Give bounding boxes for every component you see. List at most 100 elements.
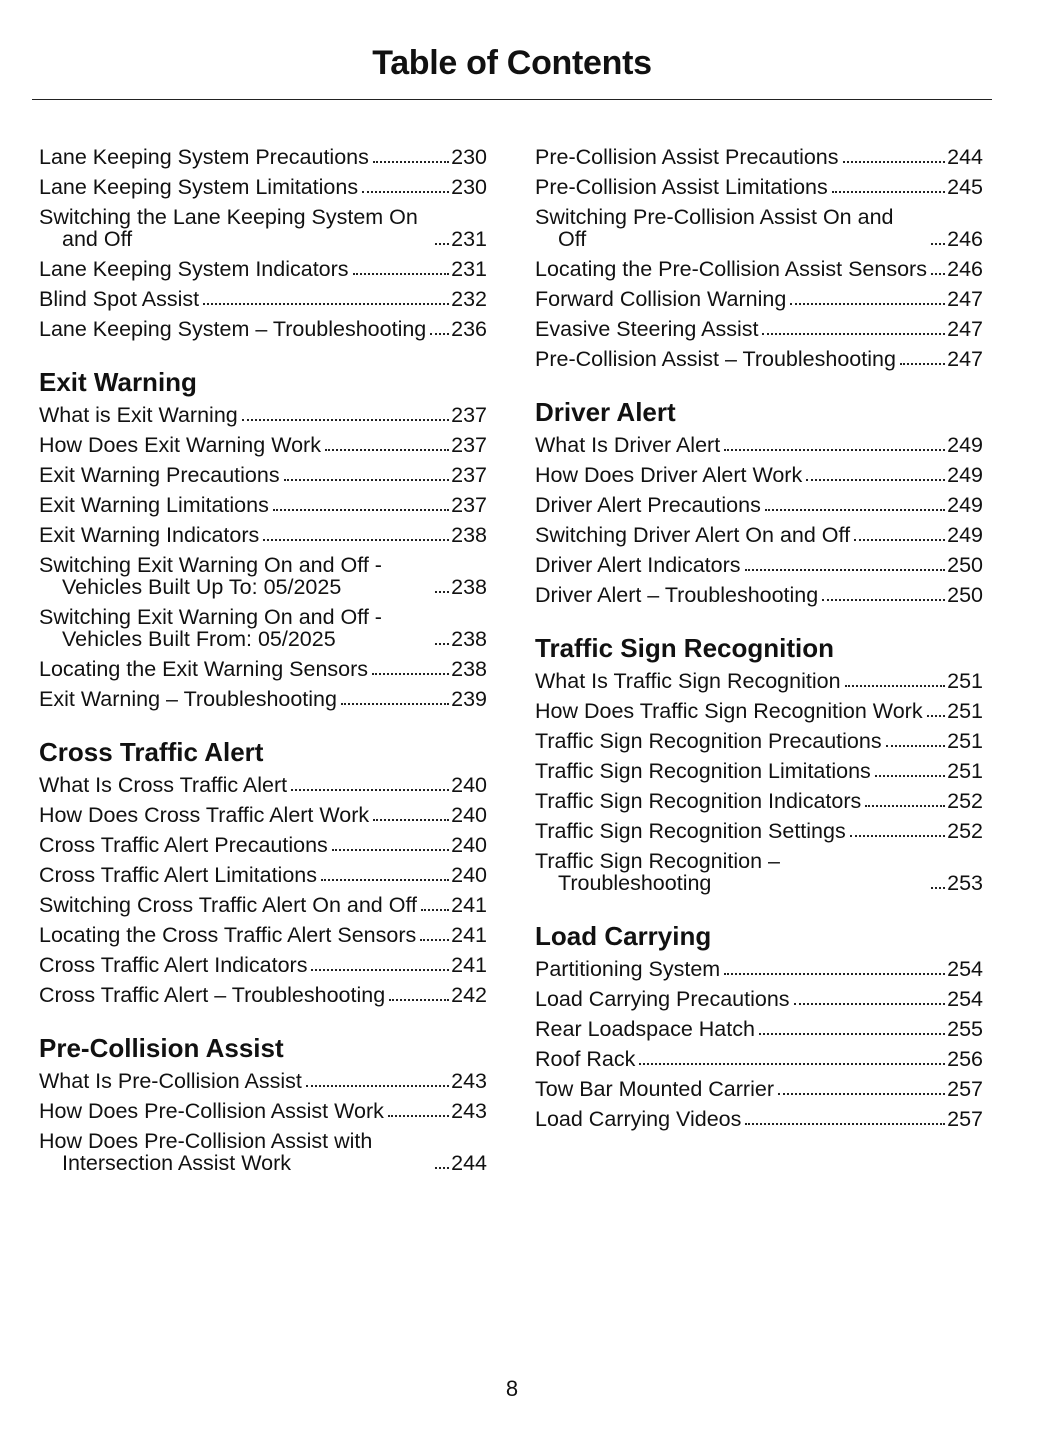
toc-entry-page: 241	[451, 893, 487, 917]
toc-entry-title: Traffic Sign Recognition Precautions	[535, 729, 882, 753]
toc-entry[interactable]: Switching Exit Warning On and Off - Vehi…	[39, 554, 487, 598]
toc-entry-page: 238	[451, 657, 487, 681]
toc-entry-page: 249	[947, 433, 983, 457]
toc-entry-page: 251	[947, 759, 983, 783]
dot-leader	[806, 479, 946, 481]
toc-entry-title: Blind Spot Assist	[39, 287, 200, 311]
toc-entry-page: 238	[451, 575, 487, 599]
dot-leader	[435, 243, 450, 245]
toc-entry-page: 245	[947, 175, 983, 199]
toc-entry[interactable]: Traffic Sign Recognition Limitations 251	[535, 760, 983, 782]
toc-entry[interactable]: What Is Traffic Sign Recognition 251	[535, 670, 983, 692]
toc-entry-title: Driver Alert Indicators	[535, 553, 741, 577]
toc-entry[interactable]: Traffic Sign Recognition – Troubleshooti…	[535, 850, 983, 894]
toc-entry[interactable]: Load Carrying Precautions 254	[535, 988, 983, 1010]
toc-entry-title: Cross Traffic Alert Limitations	[39, 863, 317, 887]
dot-leader	[899, 363, 946, 365]
toc-entry[interactable]: How Does Pre-Collision Assist with Inter…	[39, 1130, 487, 1174]
toc-entry[interactable]: Switching Pre-Collision Assist On and Of…	[535, 206, 983, 250]
toc-entry-title: Forward Collision Warning	[535, 287, 787, 311]
toc-entry[interactable]: What Is Cross Traffic Alert 240	[39, 774, 487, 796]
toc-entry[interactable]: How Does Pre-Collision Assist Work 243	[39, 1100, 487, 1122]
toc-entry[interactable]: Partitioning System 254	[535, 958, 983, 980]
toc-entry[interactable]: Tow Bar Mounted Carrier 257	[535, 1078, 983, 1100]
toc-entry[interactable]: Pre-Collision Assist Limitations 245	[535, 176, 983, 198]
toc-entry[interactable]: Roof Rack 256	[535, 1048, 983, 1070]
toc-entry[interactable]: Evasive Steering Assist 247	[535, 318, 983, 340]
toc-entry[interactable]: Switching Driver Alert On and Off 249	[535, 524, 983, 546]
toc-entry-page: 240	[451, 773, 487, 797]
toc-entry-page: 246	[947, 257, 983, 281]
toc-entry[interactable]: Exit Warning Precautions 237	[39, 464, 487, 486]
section-heading: Exit Warning	[39, 367, 197, 397]
dot-leader	[291, 789, 450, 791]
dot-leader	[885, 745, 946, 747]
dot-leader	[389, 999, 450, 1001]
toc-entry-title: How Does Exit Warning Work	[39, 433, 321, 457]
toc-entry-page: 237	[451, 433, 487, 457]
toc-entry[interactable]: Cross Traffic Alert Precautions 240	[39, 834, 487, 856]
toc-entry[interactable]: How Does Traffic Sign Recognition Work 25…	[535, 700, 983, 722]
toc-entry-title: Cross Traffic Alert – Troubleshooting	[39, 983, 386, 1007]
toc-entry[interactable]: Switching Exit Warning On and Off - Vehi…	[39, 606, 487, 650]
toc-entry-page: 244	[947, 145, 983, 169]
toc-entry-title: What is Exit Warning	[39, 403, 238, 427]
toc-entry-page: 230	[451, 175, 487, 199]
toc-entry-page: 241	[451, 923, 487, 947]
toc-entry-page: 231	[451, 227, 487, 251]
toc-entry[interactable]: Traffic Sign Recognition Settings 252	[535, 820, 983, 842]
toc-entry[interactable]: Exit Warning Indicators 238	[39, 524, 487, 546]
toc-entry-page: 252	[947, 789, 983, 813]
toc-entry-title: Exit Warning Precautions	[39, 463, 280, 487]
toc-entry[interactable]: Traffic Sign Recognition Precautions 251	[535, 730, 983, 752]
toc-entry[interactable]: Locating the Exit Warning Sensors 238	[39, 658, 487, 680]
toc-entry[interactable]: Traffic Sign Recognition Indicators 252	[535, 790, 983, 812]
toc-entry[interactable]: How Does Driver Alert Work 249	[535, 464, 983, 486]
toc-entry[interactable]: Exit Warning – Troubleshooting 239	[39, 688, 487, 710]
toc-entry[interactable]: How Does Cross Traffic Alert Work 240	[39, 804, 487, 826]
toc-entry-title: Traffic Sign Recognition Limitations	[535, 759, 871, 783]
toc-entry[interactable]: Exit Warning Limitations 237	[39, 494, 487, 516]
toc-entry-title: Load Carrying Precautions	[535, 987, 790, 1011]
toc-entry-title: Cross Traffic Alert Precautions	[39, 833, 328, 857]
toc-entry-page: 250	[947, 553, 983, 577]
toc-entry[interactable]: Switching the Lane Keeping System On and…	[39, 206, 487, 250]
toc-entry-page: 250	[947, 583, 983, 607]
toc-entry[interactable]: Cross Traffic Alert – Troubleshooting 242	[39, 984, 487, 1006]
toc-entry-page: 253	[947, 871, 983, 895]
toc-entry[interactable]: Forward Collision Warning 247	[535, 288, 983, 310]
toc-entry[interactable]: Driver Alert – Troubleshooting 250	[535, 584, 983, 606]
toc-entry[interactable]: What Is Pre-Collision Assist 243	[39, 1070, 487, 1092]
toc-entry[interactable]: Locating the Pre-Collision Assist Sensor…	[535, 258, 983, 280]
toc-entry-page: 243	[451, 1099, 487, 1123]
toc-entry[interactable]: Rear Loadspace Hatch 255	[535, 1018, 983, 1040]
toc-entry-page: 247	[947, 347, 983, 371]
toc-entry-title: Locating the Pre-Collision Assist Sensor…	[535, 257, 927, 281]
toc-entry-page: 244	[451, 1151, 487, 1175]
toc-entry[interactable]: Pre-Collision Assist Precautions 244	[535, 146, 983, 168]
toc-entry[interactable]: Lane Keeping System – Troubleshooting 236	[39, 318, 487, 340]
toc-entry[interactable]: Lane Keeping System Indicators 231	[39, 258, 487, 280]
toc-entry[interactable]: What Is Driver Alert 249	[535, 434, 983, 456]
toc-entry-title: Evasive Steering Assist	[535, 317, 759, 341]
toc-entry[interactable]: What is Exit Warning 237	[39, 404, 487, 426]
dot-leader	[930, 273, 946, 275]
toc-entry[interactable]: Locating the Cross Traffic Alert Sensors…	[39, 924, 487, 946]
toc-entry-page: 238	[451, 523, 487, 547]
toc-entry[interactable]: Driver Alert Precautions 249	[535, 494, 983, 516]
toc-entry[interactable]: Lane Keeping System Precautions 230	[39, 146, 487, 168]
toc-entry[interactable]: Switching Cross Traffic Alert On and Off…	[39, 894, 487, 916]
toc-entry[interactable]: Lane Keeping System Limitations 230	[39, 176, 487, 198]
dot-leader	[849, 835, 946, 837]
toc-entry[interactable]: Load Carrying Videos 257	[535, 1108, 983, 1130]
toc-entry[interactable]: Blind Spot Assist 232	[39, 288, 487, 310]
dot-leader	[435, 591, 450, 593]
toc-entry[interactable]: Pre-Collision Assist – Troubleshooting 24…	[535, 348, 983, 370]
toc-entry[interactable]: Driver Alert Indicators 250	[535, 554, 983, 576]
toc-entry-page: 231	[451, 257, 487, 281]
dot-leader	[331, 849, 450, 851]
toc-entry[interactable]: How Does Exit Warning Work 237	[39, 434, 487, 456]
toc-entry[interactable]: Cross Traffic Alert Indicators 241	[39, 954, 487, 976]
dot-leader	[435, 643, 450, 645]
toc-entry[interactable]: Cross Traffic Alert Limitations 240	[39, 864, 487, 886]
